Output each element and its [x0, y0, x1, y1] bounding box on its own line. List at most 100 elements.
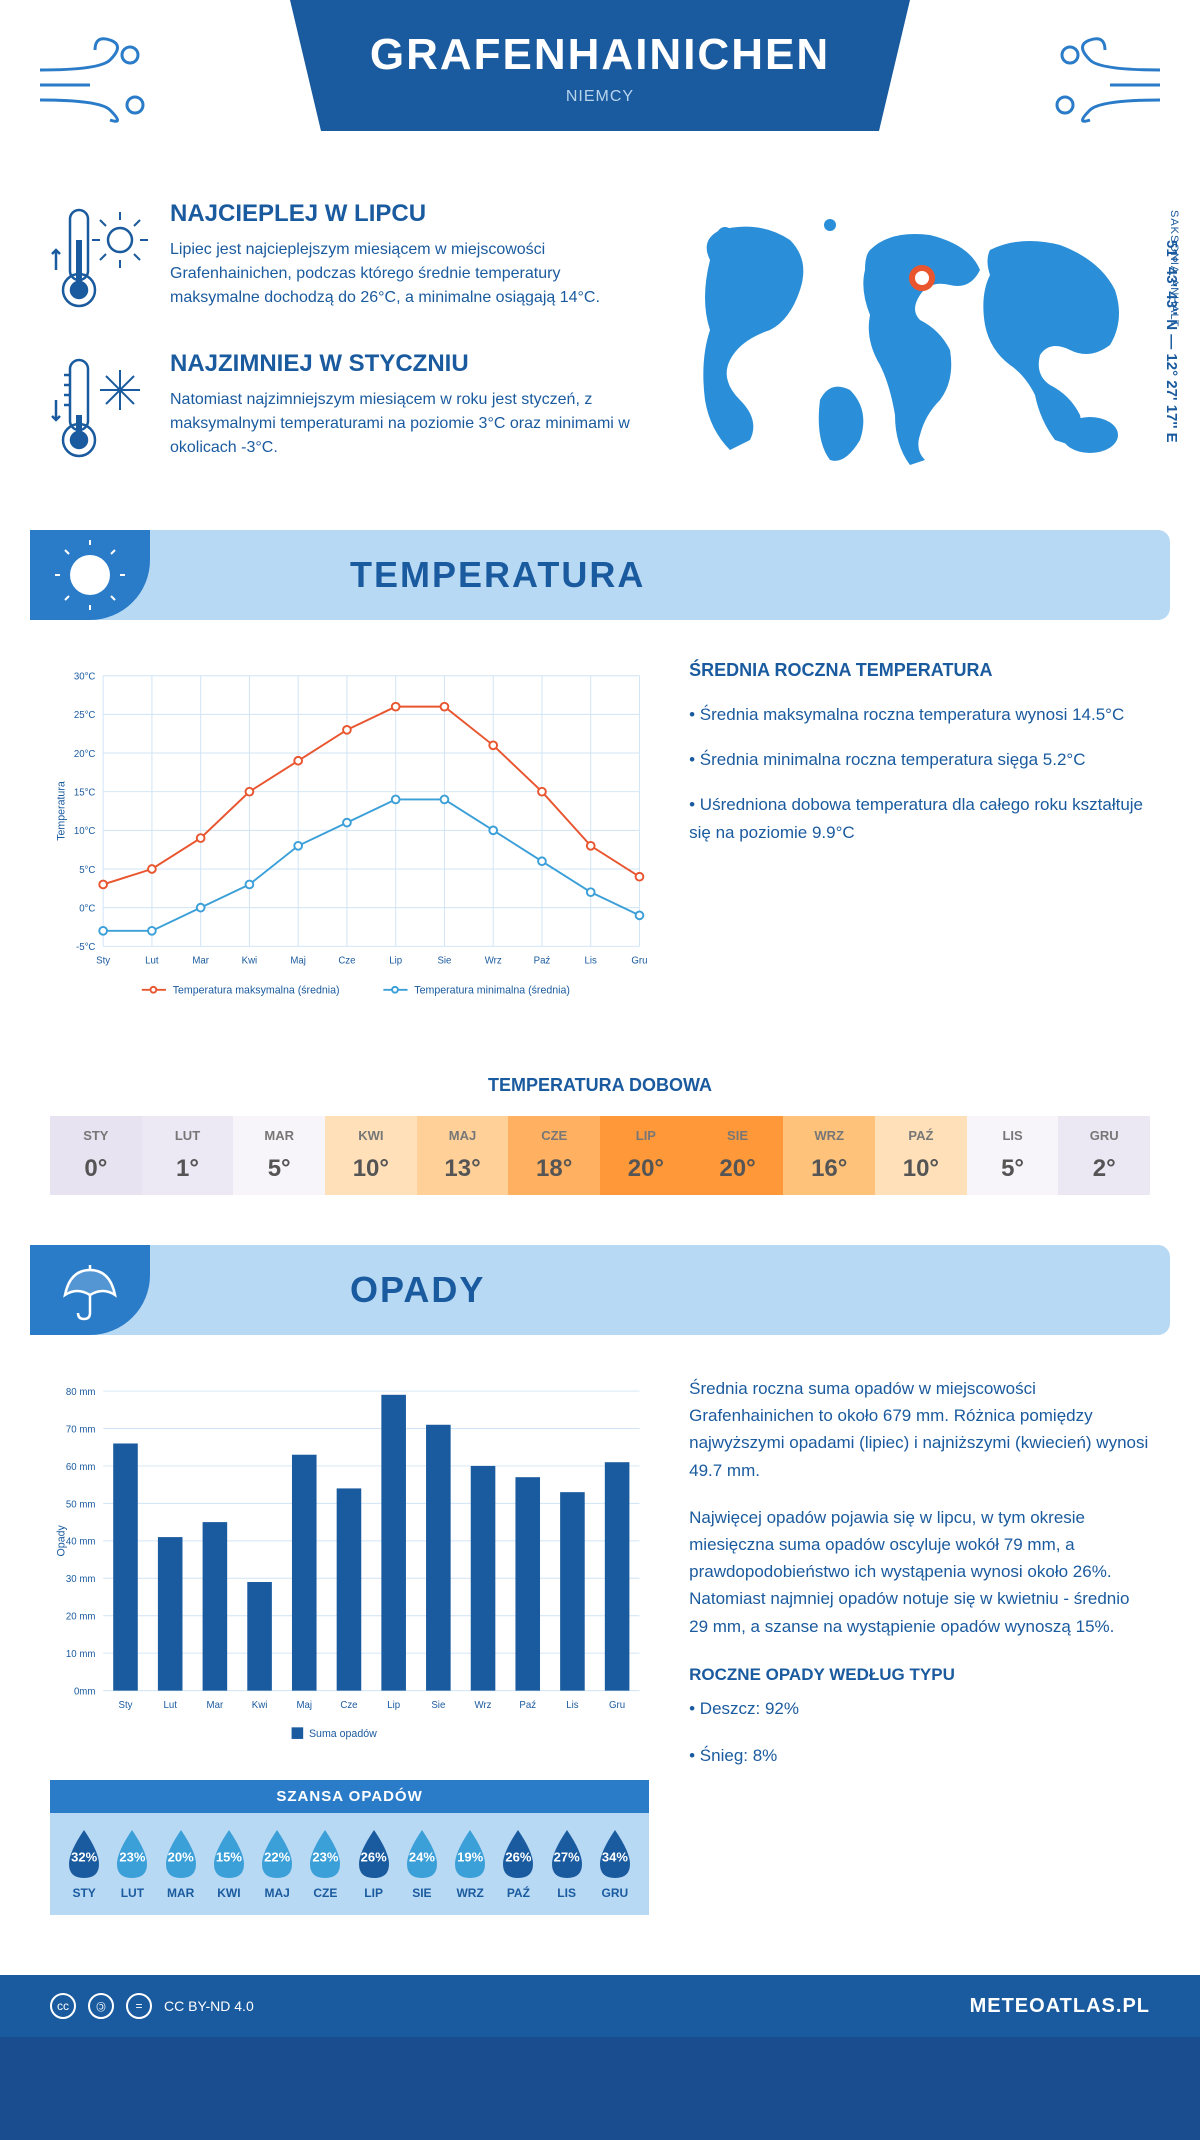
svg-text:Sie: Sie	[431, 1700, 445, 1711]
opady-type-title: ROCZNE OPADY WEDŁUG TYPU	[689, 1665, 1150, 1685]
szansa-item: 22%MAJ	[256, 1828, 298, 1900]
svg-text:Lut: Lut	[145, 956, 159, 967]
coldest-text: NAJZIMNIEJ W STYCZNIU Natomiast najzimni…	[170, 350, 630, 470]
svg-text:0°C: 0°C	[79, 904, 95, 915]
opady-p1: Średnia roczna suma opadów w miejscowośc…	[689, 1375, 1150, 1484]
svg-text:Lip: Lip	[389, 956, 402, 967]
svg-text:Temperatura minimalna (średnia: Temperatura minimalna (średnia)	[414, 985, 570, 997]
dobowa-cell: MAJ13°	[417, 1116, 509, 1195]
svg-text:Mar: Mar	[207, 1700, 224, 1711]
svg-text:Temperatura maksymalna (średni: Temperatura maksymalna (średnia)	[173, 985, 340, 997]
dobowa-cell: LIP20°	[600, 1116, 692, 1195]
opady-section-title: OPADY	[350, 1269, 485, 1311]
thermometer-hot-icon	[50, 200, 150, 320]
coldest-desc: Natomiast najzimniejszym miesiącem w rok…	[170, 388, 630, 460]
svg-text:10°C: 10°C	[74, 826, 96, 837]
svg-text:20 mm: 20 mm	[66, 1612, 96, 1623]
warmest-title: NAJCIEPLEJ W LIPCU	[170, 200, 630, 228]
svg-text:Suma opadów: Suma opadów	[309, 1728, 377, 1740]
svg-text:Opady: Opady	[55, 1525, 67, 1557]
svg-text:Sty: Sty	[119, 1700, 133, 1711]
intro-left: NAJCIEPLEJ W LIPCU Lipiec jest najcieple…	[50, 200, 630, 500]
dobowa-cell: PAŹ10°	[875, 1116, 967, 1195]
svg-text:Lut: Lut	[163, 1700, 177, 1711]
footer-license: cc 🄯 = CC BY-ND 4.0	[50, 1993, 254, 2019]
svg-text:Gru: Gru	[609, 1700, 625, 1711]
dobowa-cell: MAR5°	[233, 1116, 325, 1195]
coldest-title: NAJZIMNIEJ W STYCZNIU	[170, 350, 630, 378]
temp-chart-area: -5°C0°C5°C10°C15°C20°C25°C30°CStyLutMarK…	[50, 660, 649, 1025]
svg-text:Paź: Paź	[519, 1700, 536, 1711]
dobowa-cell: WRZ16°	[783, 1116, 875, 1195]
svg-text:70 mm: 70 mm	[66, 1424, 96, 1435]
svg-text:50 mm: 50 mm	[66, 1499, 96, 1510]
wind-icon	[1030, 30, 1170, 130]
szansa-item: 23%CZE	[304, 1828, 346, 1900]
szansa-item: 34%GRU	[594, 1828, 636, 1900]
svg-text:Lis: Lis	[566, 1700, 579, 1711]
svg-text:Sty: Sty	[96, 956, 110, 967]
svg-text:Mar: Mar	[192, 956, 209, 967]
dobowa-table: STY0°LUT1°MAR5°KWI10°MAJ13°CZE18°LIP20°S…	[50, 1116, 1150, 1195]
svg-text:Wrz: Wrz	[485, 956, 502, 967]
temp-bullet: • Uśredniona dobowa temperatura dla całe…	[689, 791, 1150, 845]
sun-icon	[30, 530, 150, 620]
header-banner: GRAFENHAINICHEN NIEMCY	[290, 0, 910, 131]
temp-info: ŚREDNIA ROCZNA TEMPERATURA • Średnia mak…	[689, 660, 1150, 1025]
svg-text:40 mm: 40 mm	[66, 1537, 96, 1548]
intro-section: NAJCIEPLEJ W LIPCU Lipiec jest najcieple…	[0, 180, 1200, 530]
warmest-text: NAJCIEPLEJ W LIPCU Lipiec jest najcieple…	[170, 200, 630, 320]
szansa-item: 23%LUT	[111, 1828, 153, 1900]
opady-info: Średnia roczna suma opadów w miejscowośc…	[689, 1375, 1150, 1915]
svg-text:30°C: 30°C	[74, 672, 96, 683]
szansa-item: 26%PAŹ	[497, 1828, 539, 1900]
dobowa-cell: SIE20°	[692, 1116, 784, 1195]
wind-icon	[30, 30, 170, 130]
svg-text:60 mm: 60 mm	[66, 1462, 96, 1473]
dobowa-cell: CZE18°	[508, 1116, 600, 1195]
svg-text:Cze: Cze	[340, 1700, 357, 1711]
szansa-item: 15%KWI	[208, 1828, 250, 1900]
world-map-icon	[670, 200, 1150, 480]
footer: cc 🄯 = CC BY-ND 4.0 METEOATLAS.PL	[0, 1975, 1200, 2037]
svg-text:Kwi: Kwi	[242, 956, 258, 967]
opady-chart-area: 0mm10 mm20 mm30 mm40 mm50 mm60 mm70 mm80…	[50, 1375, 649, 1915]
cc-icon: cc	[50, 1993, 76, 2019]
coldest-block: NAJZIMNIEJ W STYCZNIU Natomiast najzimni…	[50, 350, 630, 470]
szansa-item: 19%WRZ	[449, 1828, 491, 1900]
svg-text:Gru: Gru	[631, 956, 647, 967]
svg-text:Maj: Maj	[290, 956, 306, 967]
page-subtitle: NIEMCY	[310, 88, 890, 106]
svg-text:Cze: Cze	[338, 956, 355, 967]
svg-text:Lip: Lip	[387, 1700, 400, 1711]
svg-text:Wrz: Wrz	[475, 1700, 492, 1711]
temp-content: -5°C0°C5°C10°C15°C20°C25°C30°CStyLutMarK…	[0, 620, 1200, 1065]
nd-icon: =	[126, 1993, 152, 2019]
opady-section-header: OPADY	[30, 1245, 1170, 1335]
szansa-body: 32%STY23%LUT20%MAR15%KWI22%MAJ23%CZE26%L…	[50, 1813, 649, 1915]
dobowa-cell: LUT1°	[142, 1116, 234, 1195]
coordinates: 51° 43' 43'' N — 12° 27' 17'' E	[1163, 240, 1180, 443]
warmest-desc: Lipiec jest najcieplejszym miesiącem w m…	[170, 238, 630, 310]
temp-line-chart: -5°C0°C5°C10°C15°C20°C25°C30°CStyLutMarK…	[50, 660, 649, 1020]
svg-text:Sie: Sie	[437, 956, 451, 967]
dobowa-cell: KWI10°	[325, 1116, 417, 1195]
page: GRAFENHAINICHEN NIEMCY	[0, 0, 1200, 2037]
dobowa-cell: GRU2°	[1058, 1116, 1150, 1195]
svg-text:80 mm: 80 mm	[66, 1387, 96, 1398]
license-text: CC BY-ND 4.0	[164, 1998, 254, 2014]
svg-text:Lis: Lis	[585, 956, 598, 967]
svg-text:Kwi: Kwi	[252, 1700, 268, 1711]
dobowa-title: TEMPERATURA DOBOWA	[0, 1075, 1200, 1096]
svg-text:15°C: 15°C	[74, 788, 96, 799]
temp-bullet: • Średnia maksymalna roczna temperatura …	[689, 701, 1150, 728]
thermometer-cold-icon	[50, 350, 150, 470]
by-icon: 🄯	[88, 1993, 114, 2019]
szansa-item: 24%SIE	[401, 1828, 443, 1900]
svg-text:10 mm: 10 mm	[66, 1649, 96, 1660]
opady-bar-chart: 0mm10 mm20 mm30 mm40 mm50 mm60 mm70 mm80…	[50, 1375, 649, 1755]
szansa-item: 26%LIP	[353, 1828, 395, 1900]
opady-type: • Deszcz: 92%	[689, 1695, 1150, 1722]
svg-text:Maj: Maj	[296, 1700, 312, 1711]
svg-text:30 mm: 30 mm	[66, 1574, 96, 1585]
